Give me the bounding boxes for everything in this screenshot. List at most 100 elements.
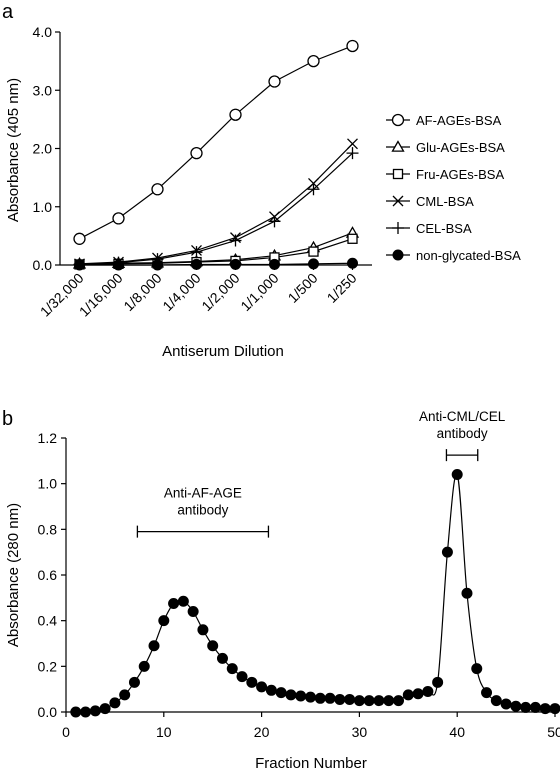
panel-b-data-point <box>275 687 287 699</box>
panel-a-data-point <box>307 183 320 196</box>
panel-b-data-point <box>226 663 238 675</box>
panel-b-ytick-label: 0.0 <box>38 704 58 720</box>
panel-a: a Absorbance (405 nm) Antiserum Dilution… <box>2 1 521 360</box>
panel-a-data-point <box>269 258 280 270</box>
panel-b-data-point <box>363 695 375 707</box>
panel-b-data-point <box>353 695 365 707</box>
panel-b-data-point <box>265 684 277 696</box>
panel-b-data-point <box>314 692 326 704</box>
panel-a-ytick-label: 1.0 <box>33 199 53 215</box>
legend-entry: non-glycated-BSA <box>386 248 521 263</box>
panel-a-data-point <box>230 258 241 270</box>
panel-a-ytick-label: 0.0 <box>33 257 53 273</box>
panel-a-xtick-label: 1/1,000 <box>237 270 281 314</box>
annotation-0: Anti-AF-AGE antibody <box>136 486 270 538</box>
panel-b-data-point <box>80 706 92 718</box>
panel-a-xtick-label: 1/500 <box>285 270 321 306</box>
legend-marker <box>392 168 404 180</box>
panel-b-data-point <box>177 595 189 607</box>
panel-b-series-line <box>75 473 556 713</box>
panel-b-data-point <box>158 615 170 627</box>
panel-b-data-point <box>168 598 180 610</box>
panel-b-data-point <box>148 640 160 652</box>
panel-b-data-point <box>138 660 150 672</box>
panel-b-series-0 <box>70 469 560 718</box>
panel-b-data-point <box>412 688 424 700</box>
panel-a-data-point <box>73 232 86 245</box>
panel-b-data-point <box>197 624 209 636</box>
panel-a-data-point <box>152 259 163 271</box>
legend-marker <box>392 195 404 207</box>
panel-b-data-point <box>216 652 228 664</box>
legend-entry: AF-AGEs-BSA <box>386 113 502 128</box>
panel-b-data-point <box>324 692 336 704</box>
panel-b-xtick-label: 30 <box>352 724 368 740</box>
annotation-text: antibody <box>177 503 228 518</box>
panel-a-label: a <box>2 1 14 23</box>
panel-a-series-0 <box>73 39 359 245</box>
panel-a-data-point <box>112 212 125 225</box>
annotation-text: Anti-CML/CEL <box>419 409 506 424</box>
legend-entry: CML-BSA <box>386 194 474 209</box>
panel-a-data-point <box>229 108 242 121</box>
panel-b-xtick-label: 20 <box>254 724 270 740</box>
legend-marker <box>392 222 404 234</box>
panel-a-data-point <box>190 246 203 259</box>
panel-b-ytick-label: 0.6 <box>38 567 58 583</box>
panel-a-series-line <box>79 238 353 266</box>
panel-b-data-point <box>119 689 131 701</box>
panel-a-xlabel: Antiserum Dilution <box>162 343 284 360</box>
panel-a-data-point <box>308 246 319 257</box>
panel-a-series-line <box>79 262 353 266</box>
panel-b-annotations: Anti-AF-AGE antibody Anti-CML/CEL antibody <box>136 409 506 538</box>
panel-a-xtick-label: 1/16,000 <box>76 270 126 320</box>
legend-label: non-glycated-BSA <box>416 248 521 263</box>
panel-a-data-point <box>151 183 164 196</box>
annotation-bracket <box>445 449 479 462</box>
panel-b-data-point <box>520 701 532 713</box>
panel-b-data-point <box>490 695 502 707</box>
panel-b-data-point <box>334 693 346 705</box>
legend-entry: Glu-AGEs-BSA <box>386 140 505 155</box>
panel-a-xtick-label: 1/250 <box>324 270 360 306</box>
panel-a-series <box>72 39 360 271</box>
panel-a-data-point <box>190 147 203 160</box>
panel-a-data-point <box>346 147 359 160</box>
panel-b-data-point <box>295 690 307 702</box>
panel-b-label: b <box>2 408 13 430</box>
panel-a-legend: AF-AGEs-BSA Glu-AGEs-BSA Fru-AGEs-BSA CML-B… <box>386 113 521 263</box>
panel-b-data-point <box>402 689 414 701</box>
panel-a-ylabel: Absorbance (405 nm) <box>5 78 22 222</box>
panel-b-data-point <box>481 687 493 699</box>
panel-b-data-point <box>539 703 551 715</box>
panel-b-data-point <box>246 676 258 688</box>
panel-b-data-point <box>89 705 101 717</box>
panel-b-data-point <box>109 697 121 709</box>
panel-b-ytick-label: 0.8 <box>38 521 58 537</box>
panel-b-data-point <box>207 640 219 652</box>
panel-a-series-line <box>79 143 353 265</box>
panel-b-data-point <box>393 695 405 707</box>
panel-b-data-point <box>451 469 463 481</box>
panel-b-data-point <box>285 689 297 701</box>
panel-a-data-point <box>308 258 319 270</box>
panel-b-data-point <box>432 676 444 688</box>
legend-entry: Fru-AGEs-BSA <box>386 167 504 182</box>
panel-b-xtick-label: 50 <box>547 724 560 740</box>
panel-b-ytick-label: 1.0 <box>38 476 58 492</box>
panel-b-data-point <box>99 703 111 715</box>
panel-a-data-point <box>113 259 124 271</box>
legend-label: Fru-AGEs-BSA <box>416 167 504 182</box>
panel-b-ytick-label: 1.2 <box>38 430 58 446</box>
panel-b-data-point <box>383 695 395 707</box>
panel-b-data-point <box>422 685 434 697</box>
panel-a-ticks: 0.01.02.03.04.01/32,0001/16,0001/8,0001/… <box>33 24 360 320</box>
panel-a-data-point <box>74 259 85 271</box>
panel-a-series-5 <box>74 257 358 271</box>
panel-b-data-point <box>373 695 385 707</box>
panel-a-ytick-label: 3.0 <box>33 82 53 98</box>
annotation-text: antibody <box>437 426 488 441</box>
annotation-bracket <box>136 525 270 538</box>
legend-entry: CEL-BSA <box>386 221 472 236</box>
